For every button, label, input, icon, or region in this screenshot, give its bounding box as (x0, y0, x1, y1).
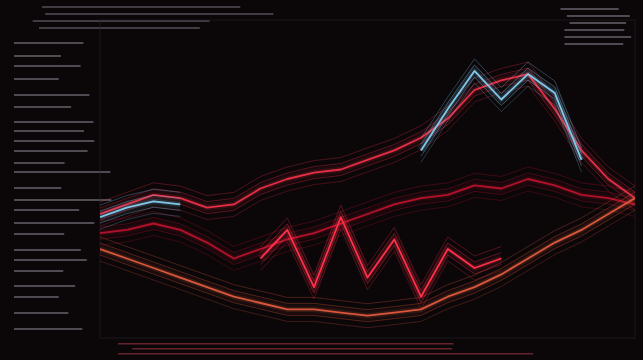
series-glow (100, 59, 582, 205)
decor-row (14, 106, 71, 108)
series-glow (100, 192, 635, 310)
decor-row (42, 6, 240, 8)
decor-row (14, 94, 89, 96)
plot (100, 59, 635, 328)
decor-row (14, 285, 75, 287)
series-glow (100, 210, 635, 328)
series-glow (100, 77, 582, 223)
canvas (0, 0, 643, 360)
series (261, 205, 502, 309)
series (100, 62, 635, 226)
decor-row (14, 270, 63, 272)
series-glow (100, 83, 582, 229)
decor-row (564, 29, 624, 31)
decor-row (567, 15, 630, 17)
decor-row (570, 22, 626, 24)
decor-row (564, 36, 631, 38)
decor-row (14, 259, 87, 261)
decor-row (14, 42, 83, 44)
decor-row (14, 78, 59, 80)
series-line (100, 198, 635, 316)
decor-row (14, 233, 64, 235)
decor-row (118, 343, 454, 345)
decor-row (45, 13, 273, 15)
series-glow (100, 62, 635, 202)
decor-row (14, 328, 82, 330)
background (0, 0, 643, 360)
decor-row (14, 121, 93, 123)
decor-row (14, 140, 94, 142)
decor-row (560, 8, 618, 10)
decor-row (14, 187, 61, 189)
decor-row (132, 348, 452, 350)
series (100, 186, 635, 328)
decor-row (14, 296, 59, 298)
decor-row (39, 27, 200, 29)
series-glow (100, 198, 635, 316)
series-line (261, 217, 502, 297)
decor-row (14, 171, 110, 173)
decor-row (14, 199, 111, 201)
series-glow (100, 167, 635, 247)
decor-row (14, 150, 88, 152)
decor-row (14, 249, 81, 251)
decor-row (14, 209, 79, 211)
decor-row (118, 353, 533, 355)
series-glow (100, 71, 582, 217)
series (100, 59, 582, 229)
decor-row (14, 65, 81, 67)
series-line (100, 71, 582, 217)
series-glow (100, 198, 635, 316)
decor-row (14, 312, 68, 314)
series-glow (100, 186, 635, 304)
decor-row (14, 130, 84, 132)
series-glow (100, 65, 582, 211)
series-glow (100, 71, 582, 217)
decor-row (14, 162, 65, 164)
plot-frame (100, 20, 635, 338)
series-glow (100, 86, 635, 226)
series-glow (261, 229, 502, 309)
decor-row (565, 43, 624, 45)
decor-row (14, 222, 94, 224)
decor-row (14, 55, 61, 57)
